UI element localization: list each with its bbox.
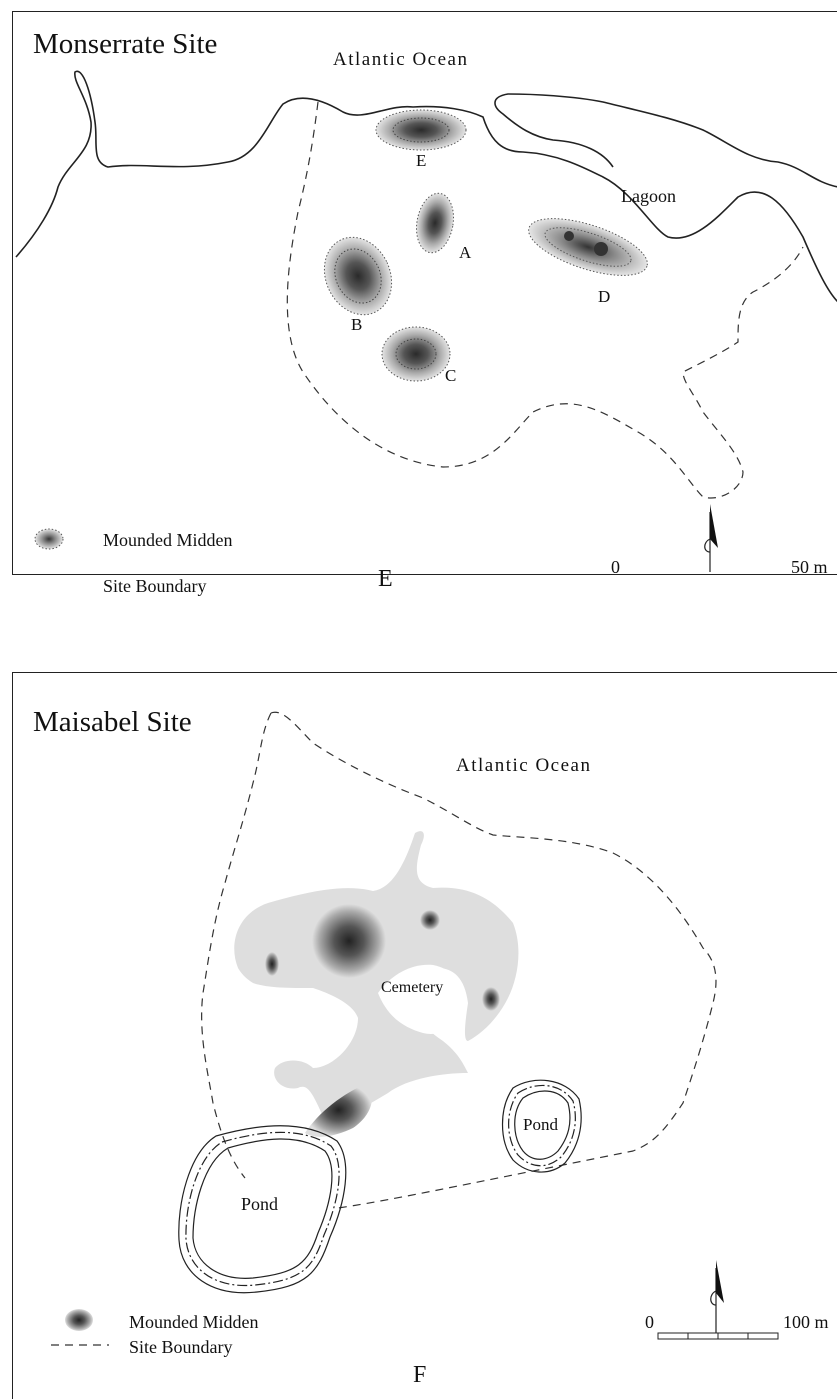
midden-label-b: B — [351, 315, 363, 334]
scale-end-label: 100 m — [783, 1312, 829, 1332]
pond-small-label: Pond — [523, 1115, 558, 1134]
midden-crescent — [305, 1083, 373, 1137]
midden-label-d: D — [598, 287, 611, 306]
scale-start-label: 0 — [611, 557, 620, 577]
cemetery-label: Cemetery — [381, 979, 444, 996]
midden-large — [312, 904, 386, 978]
monserrate-map-graphic — [15, 70, 837, 572]
legend-boundary-label: Site Boundary — [129, 1337, 233, 1357]
pond-large-label: Pond — [241, 1194, 279, 1214]
scale-start-label: 0 — [645, 1312, 654, 1332]
midden-north — [420, 910, 440, 930]
legend-midden-label: Mounded Midden — [103, 530, 233, 550]
panel-letter: E — [378, 566, 393, 592]
lagoon-shore — [494, 93, 837, 188]
map-title: Monserrate Site — [33, 28, 218, 60]
midden-e — [375, 109, 467, 151]
coastline — [15, 70, 837, 303]
panel-letter: F — [413, 1362, 427, 1388]
legend-boundary-label: Site Boundary — [103, 576, 207, 596]
legend-midden-symbol — [65, 1309, 93, 1331]
scale-end-label: 50 m — [791, 557, 828, 577]
maisabel-map-panel: Maisabel Site Atlantic Ocean Cemetery Po… — [12, 672, 837, 1399]
lagoon-label: Lagoon — [621, 186, 676, 206]
midden-label-c: C — [445, 366, 457, 385]
ocean-label: Atlantic Ocean — [456, 755, 592, 776]
midden-b — [323, 236, 393, 316]
north-arrow-icon — [710, 1260, 724, 1333]
midden-label-a: A — [459, 243, 472, 262]
midden-c — [381, 326, 451, 382]
map-title: Maisabel Site — [33, 706, 192, 738]
legend-midden-symbol — [34, 528, 64, 550]
site-boundary — [270, 711, 717, 1209]
midden-d — [528, 218, 648, 276]
north-arrow-icon — [704, 504, 718, 572]
maisabel-map-graphic — [51, 711, 779, 1346]
midden-label-e: E — [416, 151, 427, 170]
legend-midden-label: Mounded Midden — [129, 1312, 259, 1332]
monserrate-map-panel: Monserrate Site Atlantic Ocean Lagoon A … — [12, 11, 837, 595]
pond-small-outline — [501, 1079, 582, 1173]
site-boundary — [286, 101, 804, 499]
pond-large-outline — [178, 1125, 347, 1294]
ocean-label: Atlantic Ocean — [333, 49, 469, 70]
cemetery-area — [234, 831, 519, 1128]
midden-east — [482, 987, 500, 1011]
scale-bar — [657, 1332, 779, 1340]
midden-west — [265, 952, 279, 976]
midden-a — [416, 192, 454, 254]
site-boundary-west — [201, 712, 272, 1179]
